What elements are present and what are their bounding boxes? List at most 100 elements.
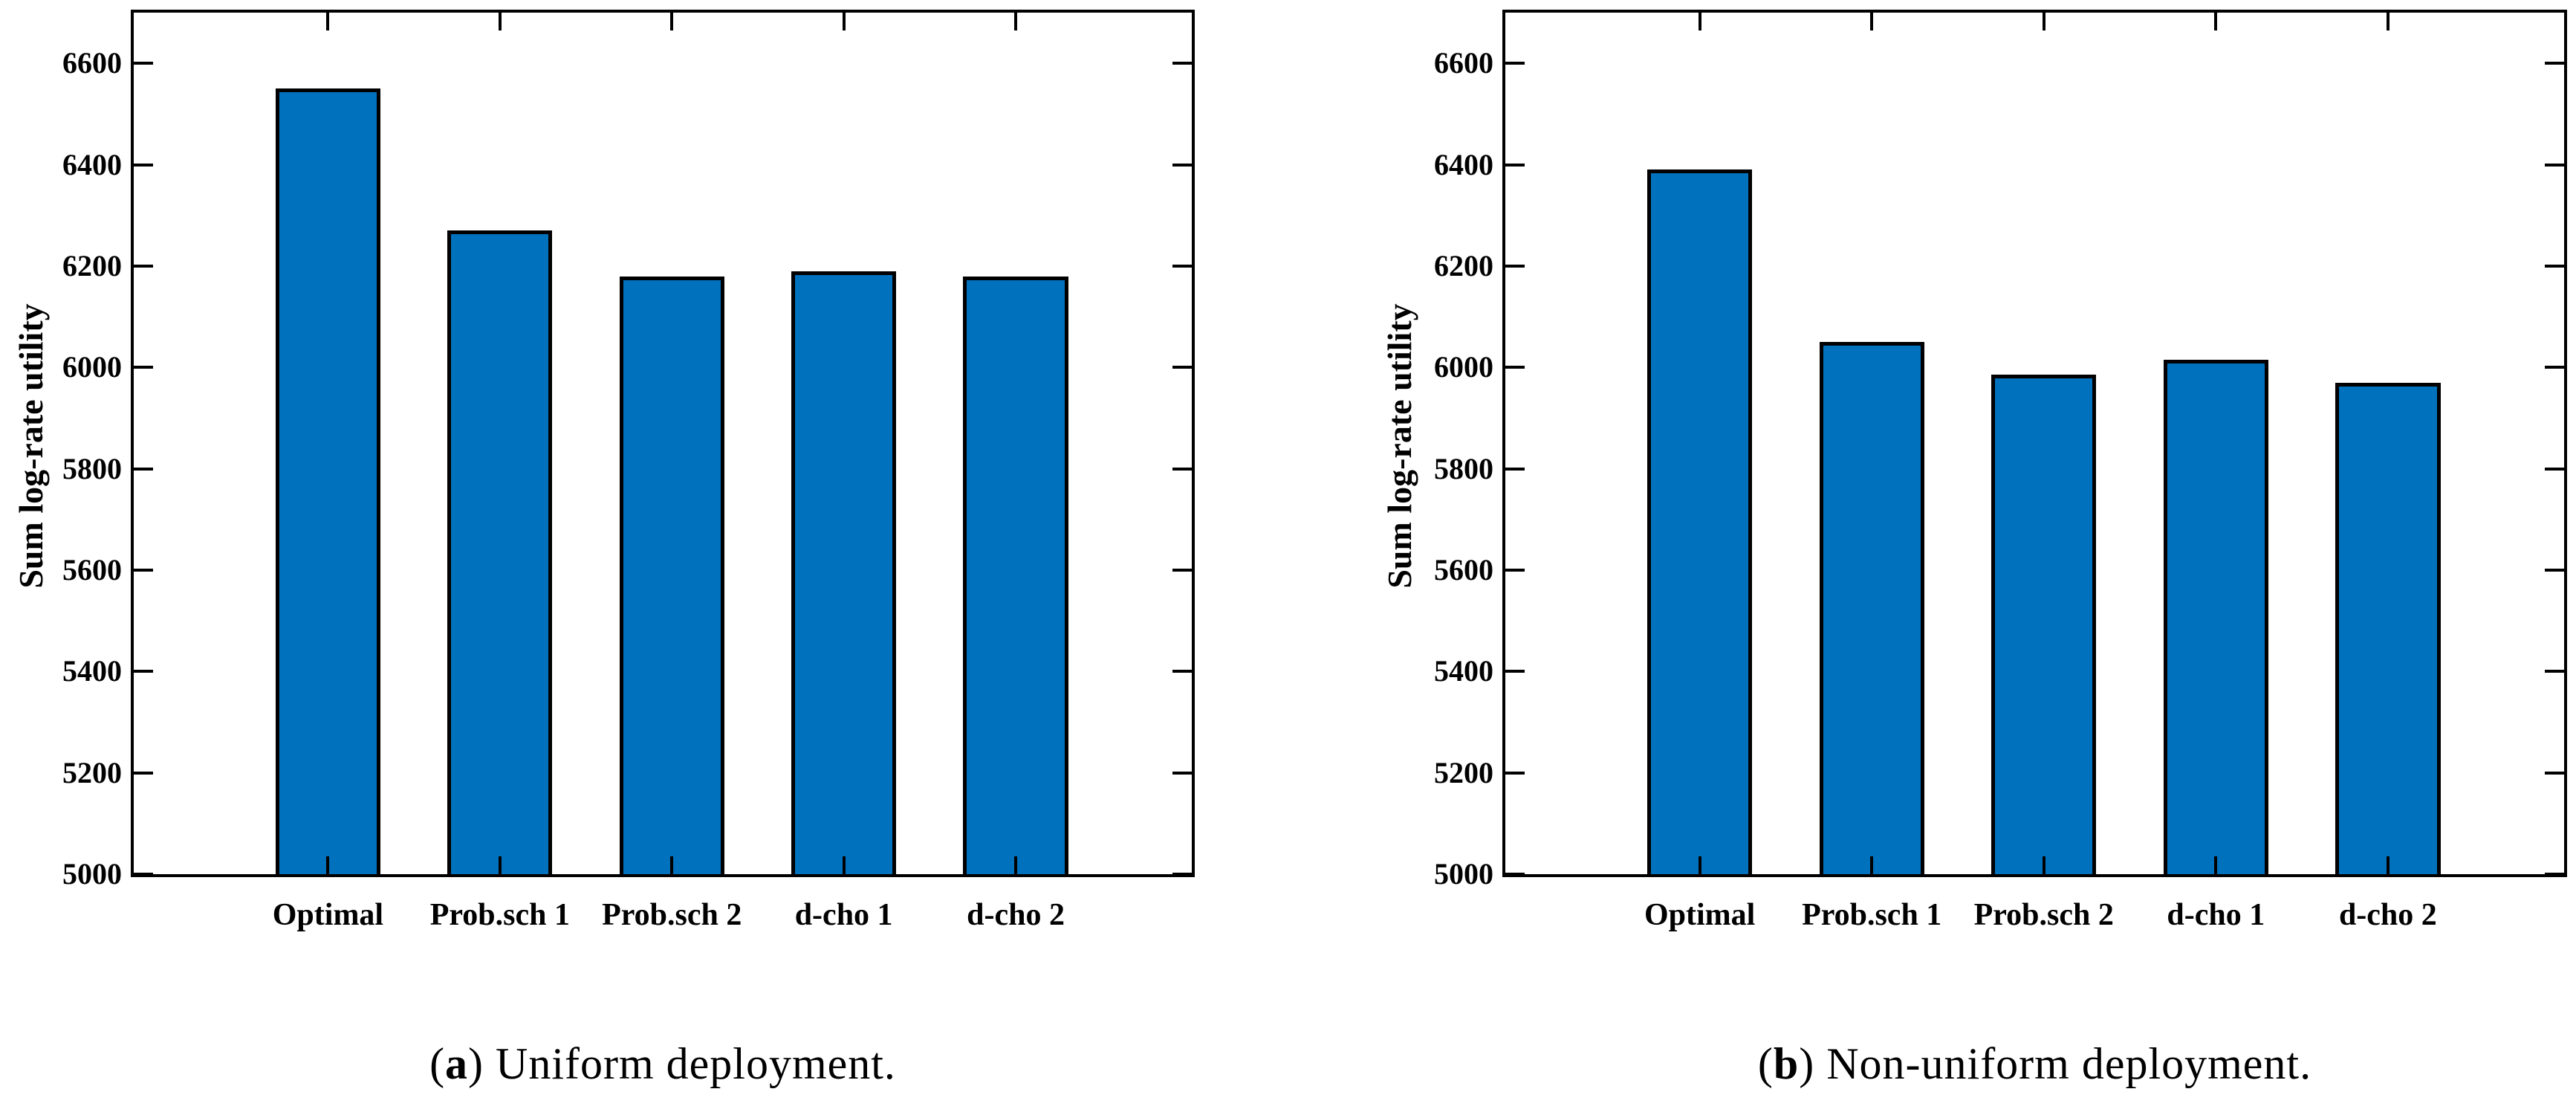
x-tick-mark	[1014, 856, 1018, 874]
y-tick-mark	[134, 62, 153, 65]
x-tick-mark	[2386, 856, 2390, 874]
y-tick-mark	[1505, 366, 1525, 369]
caption-a-prefix: (	[429, 1039, 446, 1088]
bar-d-cho-1	[2163, 360, 2268, 874]
x-tick-label: Prob.sch 2	[1973, 898, 2114, 932]
y-tick-mark	[134, 670, 153, 673]
y-tick-label: 6200	[1434, 248, 1493, 282]
y-tick-mark	[134, 163, 153, 167]
x-tick-mark	[2214, 13, 2218, 30]
x-tick-mark	[842, 856, 846, 874]
y-tick-mark	[2545, 771, 2564, 775]
y-tick-mark	[1172, 366, 1192, 369]
x-tick-mark	[2042, 13, 2045, 30]
y-tick-mark	[134, 873, 153, 876]
y-tick-label: 5000	[1434, 857, 1493, 891]
y-tick-label: 5400	[1434, 654, 1493, 688]
bar-d-cho-1	[791, 271, 897, 874]
x-tick-mark	[1698, 856, 1701, 874]
y-tick-label: 6400	[62, 147, 122, 181]
x-tick-label: d-cho 1	[794, 898, 893, 932]
y-tick-mark	[1172, 568, 1192, 572]
y-tick-label: 5200	[1434, 755, 1493, 789]
caption-a: (a) Uniform deployment.	[131, 1035, 1195, 1093]
y-tick-mark	[1505, 670, 1525, 673]
x-tick-label: d-cho 1	[2167, 898, 2265, 932]
bar-d-cho-2	[963, 276, 1068, 874]
x-tick-label: Optimal	[272, 898, 384, 932]
x-tick-mark	[2386, 13, 2390, 30]
y-tick-mark	[134, 366, 153, 369]
bar-prob-sch-2	[1991, 375, 2097, 874]
y-tick-mark	[2545, 264, 2564, 268]
y-tick-label: 6200	[62, 248, 122, 282]
x-tick-label: Prob.sch 1	[429, 898, 570, 932]
y-tick-mark	[2545, 62, 2564, 65]
x-tick-mark	[2042, 856, 2045, 874]
y-tick-mark	[1172, 670, 1192, 673]
caption-b-prefix: (	[1757, 1039, 1774, 1088]
caption-b-text: ) Non-uniform deployment.	[1799, 1039, 2312, 1088]
y-tick-label: 5400	[62, 654, 122, 688]
y-tick-mark	[1172, 264, 1192, 268]
bar-d-cho-2	[2335, 382, 2441, 874]
y-tick-mark	[134, 771, 153, 775]
y-tick-mark	[2545, 366, 2564, 369]
x-tick-mark	[842, 13, 846, 30]
y-tick-mark	[2545, 163, 2564, 167]
y-tick-label: 5200	[62, 755, 122, 789]
y-tick-mark	[1505, 62, 1525, 65]
x-tick-mark	[670, 13, 674, 30]
x-tick-mark	[326, 13, 330, 30]
x-tick-label: Prob.sch 2	[602, 898, 742, 932]
plot-area-b: 5000 5200 5400 5600 5800 6000 6200 6400 6600 Opti…	[1434, 10, 2567, 932]
x-tick-mark	[1870, 13, 1874, 30]
y-tick-mark	[1172, 873, 1192, 876]
y-tick-mark	[1505, 771, 1525, 775]
y-tick-mark	[1172, 62, 1192, 65]
caption-a-letter: a	[445, 1039, 469, 1088]
x-tick-label: Optimal	[1644, 898, 1756, 932]
y-tick-label: 5000	[62, 857, 122, 891]
x-tick-label: Prob.sch 1	[1802, 898, 1942, 932]
x-tick-mark	[2214, 856, 2218, 874]
y-tick-label: 5800	[1434, 451, 1493, 485]
y-tick-label: 6600	[1434, 46, 1493, 80]
y-tick-mark	[1172, 163, 1192, 167]
x-tick-mark	[498, 856, 502, 874]
y-tick-mark	[134, 264, 153, 268]
y-tick-label: 6400	[1434, 147, 1493, 181]
x-tick-label: d-cho 2	[967, 898, 1065, 932]
x-tick-mark	[326, 856, 330, 874]
x-tick-label: d-cho 2	[2338, 898, 2437, 932]
y-tick-mark	[1505, 568, 1525, 572]
x-tick-mark	[1698, 13, 1701, 30]
bar-optimal	[275, 88, 381, 874]
caption-b-letter: b	[1773, 1039, 1800, 1088]
y-tick-mark	[1505, 163, 1525, 167]
y-tick-mark	[2545, 467, 2564, 471]
y-tick-mark	[1172, 467, 1192, 471]
bar-prob-sch-2	[619, 276, 724, 874]
bar-optimal	[1647, 169, 1753, 874]
y-tick-mark	[1505, 264, 1525, 268]
bar-prob-sch-1	[1819, 342, 1924, 874]
y-tick-label: 6000	[1434, 350, 1493, 384]
y-tick-label: 6000	[62, 350, 122, 384]
y-tick-mark	[1172, 771, 1192, 775]
y-tick-mark	[134, 467, 153, 471]
x-tick-mark	[670, 856, 674, 874]
y-tick-label: 6600	[62, 46, 122, 80]
y-tick-label: 5600	[1434, 552, 1493, 586]
y-tick-mark	[2545, 568, 2564, 572]
y-tick-mark	[2545, 670, 2564, 673]
x-tick-mark	[1870, 856, 1874, 874]
caption-b: (b) Non-uniform deployment.	[1502, 1035, 2567, 1093]
y-tick-label: 5800	[62, 451, 122, 485]
caption-a-text: ) Uniform deployment.	[468, 1039, 896, 1088]
plot-area-a: 5000 5200 5400 5600 5800 6000 6200 6400 6600 Opti…	[62, 10, 1195, 932]
y-tick-label: 5600	[62, 552, 122, 586]
bar-prob-sch-1	[447, 230, 553, 874]
y-tick-mark	[134, 568, 153, 572]
